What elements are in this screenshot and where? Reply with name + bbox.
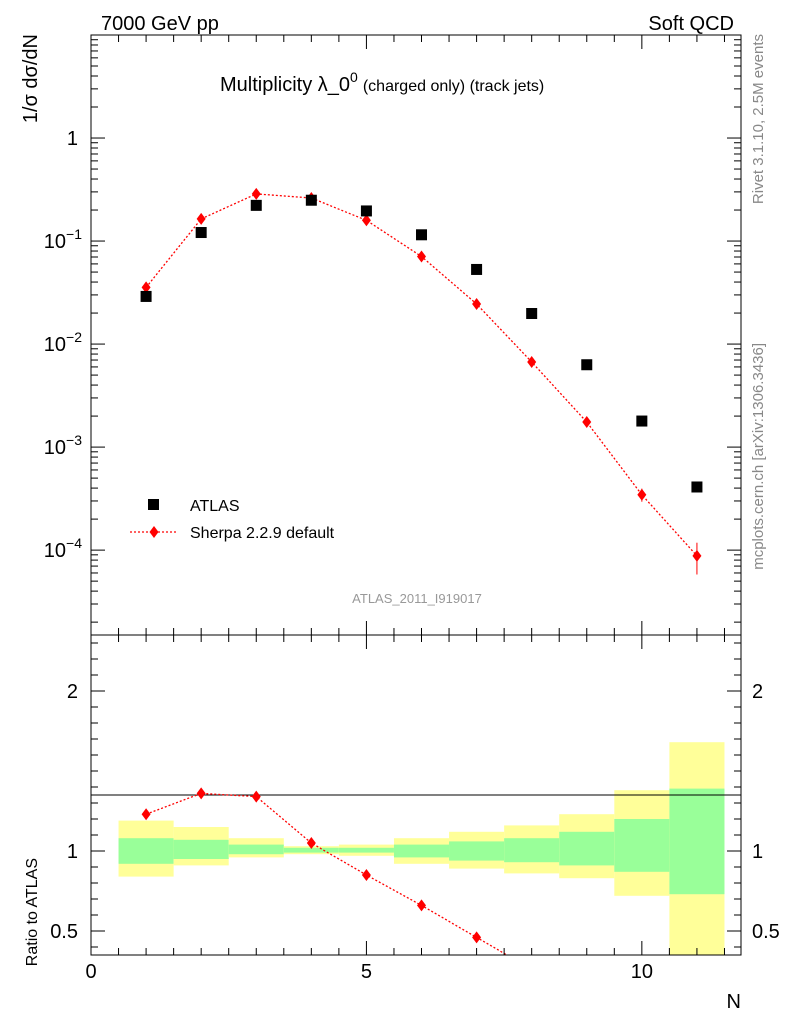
- mc-point: [196, 212, 206, 225]
- data-point: [691, 481, 703, 493]
- data-point: [140, 290, 152, 302]
- ratio-ytick-label: 1: [67, 841, 78, 863]
- legend: ATLAS Sherpa 2.2.9 default: [130, 498, 335, 542]
- mc-point: [637, 488, 647, 501]
- ratio-band-inner: [338, 847, 394, 853]
- ratio-xtick-label: 5: [361, 961, 372, 983]
- x-axis-label: N: [727, 991, 741, 1013]
- side-text-mcplots: mcplots.cern.ch [arXiv:1306.3436]: [750, 343, 767, 570]
- mc-ratio-point: [417, 899, 427, 912]
- legend-data-label: ATLAS: [190, 498, 240, 515]
- ratio-frame: [90, 634, 742, 956]
- ratio-band-inner: [669, 788, 725, 895]
- data-point: [526, 308, 538, 320]
- ratio-band-inner: [393, 844, 450, 858]
- mc-point: [361, 214, 371, 227]
- ratio-xtick-label: 0: [85, 961, 96, 983]
- data-point: [195, 227, 207, 239]
- mc-ratio-point: [361, 869, 371, 881]
- plot-title: Multiplicity λ_00 (charged only) (track j…: [220, 69, 544, 96]
- data-point: [581, 359, 593, 371]
- ratio-panel: 0.5 0.5 1 1 2 2 0 5 10: [50, 634, 780, 983]
- header-right: Soft QCD: [648, 13, 734, 35]
- mc-point: [582, 416, 592, 429]
- ratio-band-inner: [173, 839, 229, 859]
- ratio-ytick-label-right: 1: [752, 841, 763, 863]
- legend-data-marker: [148, 499, 159, 510]
- mc-ratio-point: [472, 931, 482, 944]
- main-ytick-label: 10−1: [44, 226, 82, 253]
- ratio-ytick-label: 2: [67, 681, 78, 703]
- main-ytick-label: 10−4: [44, 535, 82, 562]
- legend-mc-label: Sherpa 2.2.9 default: [190, 525, 335, 542]
- data-point: [360, 205, 372, 217]
- mc-ratio-point: [306, 837, 316, 849]
- data-point: [471, 263, 483, 275]
- main-ytick-label: 10−3: [44, 432, 82, 459]
- ratio-band-inner: [614, 819, 670, 872]
- header-left: 7000 GeV pp: [101, 13, 219, 35]
- side-text-rivet: Rivet 3.1.10, 2.5M events: [750, 34, 767, 204]
- main-ylabel: 1/σ dσ/dN: [20, 34, 42, 123]
- analysis-tag: ATLAS_2011_I919017: [352, 591, 482, 606]
- legend-mc-marker: [149, 526, 159, 538]
- data-point: [416, 229, 428, 241]
- mc-ratio-point: [196, 787, 206, 800]
- main-frame: [90, 34, 742, 636]
- ratio-band-inner: [504, 838, 560, 863]
- ratio-band-inner: [283, 847, 339, 853]
- mc-point: [141, 281, 151, 294]
- ratio-band-inner: [118, 838, 174, 864]
- ratio-ytick-label: 0.5: [50, 921, 78, 943]
- mc-ratio-point: [251, 790, 261, 803]
- ratio-band-inner: [449, 841, 505, 861]
- data-point: [636, 415, 648, 427]
- data-point: [250, 199, 262, 211]
- mc-point: [417, 250, 427, 263]
- mc-point: [472, 297, 482, 310]
- mc-point: [692, 549, 702, 562]
- plot-title-suffix: (charged only) (track jets): [363, 78, 544, 95]
- mc-point: [527, 355, 537, 368]
- plot-title-prefix: Multiplicity λ_0: [220, 74, 350, 96]
- ratio-ytick-label-right: 2: [752, 681, 763, 703]
- data-point: [305, 194, 317, 206]
- main-panel: 10−4 10−3 10−2 10−1 1: [44, 34, 742, 636]
- plot-title-superscript: 0: [350, 69, 358, 85]
- ratio-band-inner: [228, 844, 284, 855]
- ratio-ytick-label-right: 0.5: [752, 921, 780, 943]
- mc-ratio-point: [141, 808, 151, 821]
- mc-line-ratio: [145, 792, 509, 955]
- main-ytick-label: 10−2: [44, 329, 82, 356]
- main-ytick-label: 1: [67, 128, 78, 150]
- ratio-xtick-label: 10: [631, 961, 653, 983]
- ratio-band-inner: [559, 831, 615, 866]
- mc-point: [251, 187, 261, 200]
- ratio-ylabel: Ratio to ATLAS: [24, 858, 41, 966]
